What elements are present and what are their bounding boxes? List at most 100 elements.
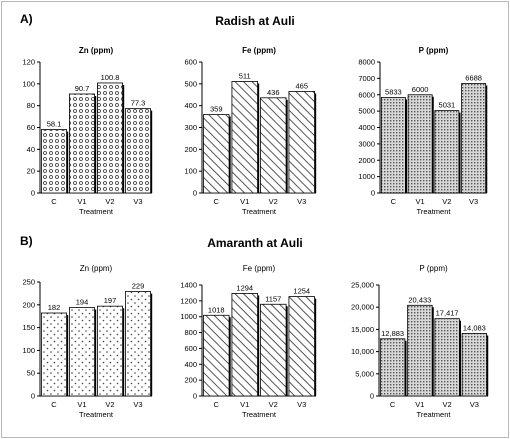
chart-5-value-label: 14,083 [463, 323, 486, 332]
chart-3-bar-shadow [94, 309, 97, 396]
chart-3-bar [69, 307, 96, 397]
chart-5-category-label: C [390, 400, 396, 409]
chart-2-title: P (ppm) [419, 46, 449, 55]
chart-0-value-label: 58.1 [47, 120, 62, 129]
chart-2-bar [380, 97, 406, 194]
chart-0-bar-shadow [122, 84, 125, 193]
chart-0-ytick-label: 80 [27, 101, 35, 110]
chart-4-ytick-label: 800 [184, 328, 197, 337]
chart-2-category-label: C [391, 197, 397, 206]
chart-2-ytick-label: 6000 [358, 90, 375, 99]
chart-4-ytick-label: 400 [184, 360, 197, 369]
chart-0-bar [41, 129, 68, 194]
chart-5-value-label: 17,417 [436, 309, 459, 318]
chart-3-ytick-label: 150 [22, 323, 35, 332]
chart-3-ytick-label: 50 [27, 369, 35, 378]
chart-5-bar-shadow [486, 335, 489, 396]
chart-5-bar [434, 318, 460, 397]
chart-1-category-label: C [214, 197, 220, 206]
chart-4-bar [288, 296, 315, 397]
chart-1-ytick-label: 200 [184, 145, 197, 154]
chart-1-ytick-label: 600 [184, 58, 197, 67]
chart-1-value-label: 465 [295, 81, 308, 90]
chart-0-value-label: 90.7 [75, 84, 90, 93]
chart-1-value-label: 511 [239, 71, 251, 80]
chart-5-bar-shadow [459, 320, 461, 396]
chart-2-value-label: 6688 [465, 73, 482, 82]
chart-2-value-label: 5031 [439, 101, 456, 110]
panel-a-label: A) [20, 12, 33, 26]
chart-5-bar [407, 304, 433, 397]
chart-4-ytick-label: 200 [184, 376, 197, 385]
chart-1-ytick-label: 0 [193, 189, 197, 198]
chart-1-bar-shadow [229, 116, 231, 193]
chart-5-title: P (ppm) [419, 264, 448, 273]
chart-4-bar [203, 314, 230, 397]
chart-3-ytick-label: 250 [22, 278, 35, 287]
chart-5-bar [461, 333, 488, 397]
chart-5-ytick-label: 25,000 [351, 281, 374, 290]
chart-4-bar-shadow [314, 298, 317, 396]
chart-5-ytick-label: 20,000 [351, 303, 374, 312]
chart-2-category-label: V2 [442, 197, 451, 206]
chart-3-value-label: 194 [76, 298, 89, 307]
chart-4-ytick-label: 1200 [180, 296, 197, 305]
chart-4-category-label: V1 [240, 400, 249, 409]
chart-3-value-label: 229 [132, 282, 145, 291]
chart-0-title: Zn (ppm) [79, 46, 114, 55]
chart-4-ytick-label: 1000 [180, 312, 197, 321]
chart-2-ytick-label: 2000 [358, 156, 375, 165]
chart-0-category-label: C [51, 197, 57, 206]
chart-0-ytick-label: 60 [27, 123, 35, 132]
chart-2-bar [407, 94, 433, 194]
chart-2-category-label: V3 [469, 197, 478, 206]
chart-1-title: Fe (ppm) [242, 46, 276, 55]
chart-1-category-label: V1 [240, 197, 249, 206]
chart-2-bar-shadow [405, 99, 408, 193]
chart-2-value-label: 5833 [385, 87, 402, 96]
chart-0-bar-shadow [94, 95, 97, 193]
chart-4-bar-shadow [229, 317, 231, 396]
chart-5-ytick-label: 10,000 [351, 347, 374, 356]
chart-5-value-label: 20,433 [408, 295, 431, 304]
chart-3-x-axis-title: Treatment [79, 410, 114, 419]
chart-5-value-label: 12,883 [381, 329, 404, 338]
chart-1-ytick-label: 500 [184, 79, 197, 88]
chart-1-x-axis-title: Treatment [242, 207, 277, 216]
chart-0-category-label: V1 [77, 197, 86, 206]
chart-3-bar-shadow [122, 308, 125, 396]
chart-3-value-label: 197 [104, 296, 117, 305]
chart-2-ytick-label: 4000 [358, 123, 375, 132]
chart-5-bar-shadow [404, 340, 407, 396]
chart-5-category-label: V2 [443, 400, 452, 409]
chart-2-bar-shadow [458, 112, 461, 193]
chart-4-ytick-label: 600 [184, 344, 197, 353]
chart-0-category-label: V3 [133, 197, 142, 206]
chart-5-x-axis-title: Treatment [417, 410, 452, 419]
chart-5-ytick-label: 0 [370, 392, 374, 401]
chart-2-ytick-label: 3000 [358, 139, 375, 148]
chart-1-bar-shadow [286, 99, 288, 193]
chart-3-ytick-label: 200 [22, 300, 35, 309]
chart-2-bar-shadow [432, 96, 434, 193]
chart-3-ytick-label: 0 [31, 392, 35, 401]
chart-0-category-label: V2 [105, 197, 114, 206]
chart-4-ytick-label: 0 [193, 392, 197, 401]
chart-2-ytick-label: 1000 [358, 172, 375, 181]
chart-0-x-axis-title: Treatment [79, 207, 114, 216]
chart-4-value-label: 1157 [265, 294, 281, 303]
chart-4-bar-shadow [257, 295, 260, 396]
chart-1-category-label: V3 [297, 197, 306, 206]
chart-5-bar [379, 338, 406, 397]
chart-3-bar-shadow [66, 315, 69, 396]
chart-1-bar-shadow [257, 83, 260, 193]
chart-0-value-label: 77.3 [131, 99, 146, 108]
chart-3-category-label: V2 [105, 400, 114, 409]
chart-3-category-label: V1 [77, 400, 86, 409]
chart-2-bar [434, 110, 460, 194]
panel-a-title: Radish at Auli [215, 14, 295, 28]
chart-4-category-label: V3 [297, 400, 306, 409]
chart-2-ytick-label: 7000 [358, 74, 375, 83]
panel-b-title: Amaranth at Auli [207, 236, 303, 250]
chart-4-category-label: V2 [269, 400, 278, 409]
